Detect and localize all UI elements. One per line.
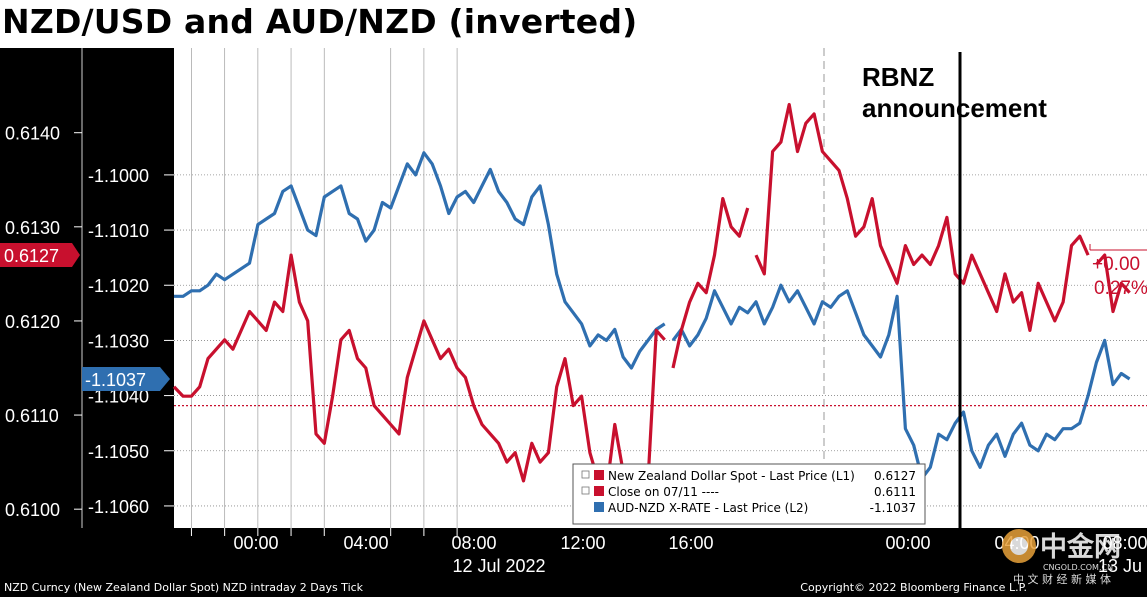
right-axis-tick-label: -1.1050 bbox=[88, 442, 149, 462]
last-value-right: -1.1037 bbox=[85, 370, 146, 390]
left-axis-tick-label: 0.6140 bbox=[5, 124, 60, 144]
right-axis-tick-label: -1.1010 bbox=[88, 221, 149, 241]
chart-title: NZD/USD and AUD/NZD (inverted) bbox=[2, 2, 638, 41]
legend-value: -1.1037 bbox=[870, 501, 916, 515]
left-axis-panel bbox=[0, 48, 82, 580]
x-date-label: 12 Jul 2022 bbox=[452, 556, 545, 576]
x-axis-tick-label: 08:00 bbox=[451, 533, 496, 553]
watermark-url: CNGOLD.COM.CN bbox=[1043, 563, 1113, 572]
watermark-sub: 中 文 财 经 新 媒 体 bbox=[1013, 572, 1111, 586]
right-axis-tick-label: -1.1020 bbox=[88, 276, 149, 296]
footer-source-text: NZD Curncy (New Zealand Dollar Spot) NZD… bbox=[4, 581, 364, 594]
legend-expander-icon[interactable] bbox=[581, 486, 590, 495]
right-axis-tick-label: -1.1060 bbox=[88, 497, 149, 517]
change-label-pct: 0.27% bbox=[1094, 278, 1147, 299]
footer-bar bbox=[0, 579, 1147, 597]
x-axis-tick-label: 00:00 bbox=[233, 533, 278, 553]
x-axis-panel bbox=[0, 528, 1147, 580]
annotation-rbnz: RBNZ bbox=[862, 62, 934, 92]
watermark-brand: 中金网 bbox=[1040, 531, 1121, 563]
right-axis-tick-label: -1.1040 bbox=[88, 387, 149, 407]
x-axis-tick-label: 08:00 bbox=[1102, 533, 1147, 553]
legend: New Zealand Dollar Spot - Last Price (L1… bbox=[572, 463, 926, 525]
last-value-tag-right bbox=[82, 367, 170, 392]
series-line-nzd-usd bbox=[671, 197, 750, 369]
left-axis-tick-label: 0.6100 bbox=[5, 500, 60, 520]
series-line-aud-nzd bbox=[671, 283, 1131, 480]
change-label-abs: +0.00 bbox=[1092, 254, 1140, 275]
legend-label: Close on 07/11 ---- bbox=[608, 485, 719, 499]
x-axis-tick-label: 16:00 bbox=[668, 533, 713, 553]
last-value-tag-left bbox=[0, 243, 80, 268]
left-axis-tick-label: 0.6130 bbox=[5, 218, 60, 238]
annotation-announcement: announcement bbox=[862, 93, 1047, 123]
right-axis-tick-label: -1.1000 bbox=[88, 166, 149, 186]
right-axis-tick-label: -1.1030 bbox=[88, 331, 149, 351]
legend-value: 0.6127 bbox=[874, 469, 916, 483]
legend-value: 0.6111 bbox=[874, 485, 916, 499]
series-line-nzd-usd bbox=[172, 253, 666, 492]
series-line-nzd-usd bbox=[754, 102, 1090, 332]
series-lines bbox=[172, 102, 1147, 492]
x-axis-tick-label: 12:00 bbox=[560, 533, 605, 553]
x-axis-tick-label: 04:00 bbox=[343, 533, 388, 553]
series-line-aud-nzd bbox=[174, 151, 666, 370]
series-line-nzd-usd bbox=[1095, 253, 1131, 314]
right-axis-panel bbox=[82, 48, 174, 580]
left-axis-tick-label: 0.6120 bbox=[5, 312, 60, 332]
x-date-label: 13 Ju bbox=[1098, 556, 1142, 576]
footer-copyright: Copyright© 2022 Bloomberg Finance L.P. bbox=[800, 581, 1027, 594]
legend-swatch bbox=[594, 502, 604, 512]
legend-expander-icon[interactable] bbox=[581, 470, 590, 479]
x-axis-tick-label: 00:00 bbox=[885, 533, 930, 553]
legend-swatch bbox=[594, 470, 604, 480]
watermark-emblem-inner bbox=[1010, 537, 1028, 555]
legend-label: New Zealand Dollar Spot - Last Price (L1… bbox=[608, 469, 855, 483]
legend-label: AUD-NZD X-RATE - Last Price (L2) bbox=[608, 501, 808, 515]
legend-swatch bbox=[594, 486, 604, 496]
last-value-left: 0.6127 bbox=[4, 246, 59, 266]
left-axis-tick-label: 0.6110 bbox=[5, 406, 59, 426]
legend-box bbox=[572, 463, 926, 525]
